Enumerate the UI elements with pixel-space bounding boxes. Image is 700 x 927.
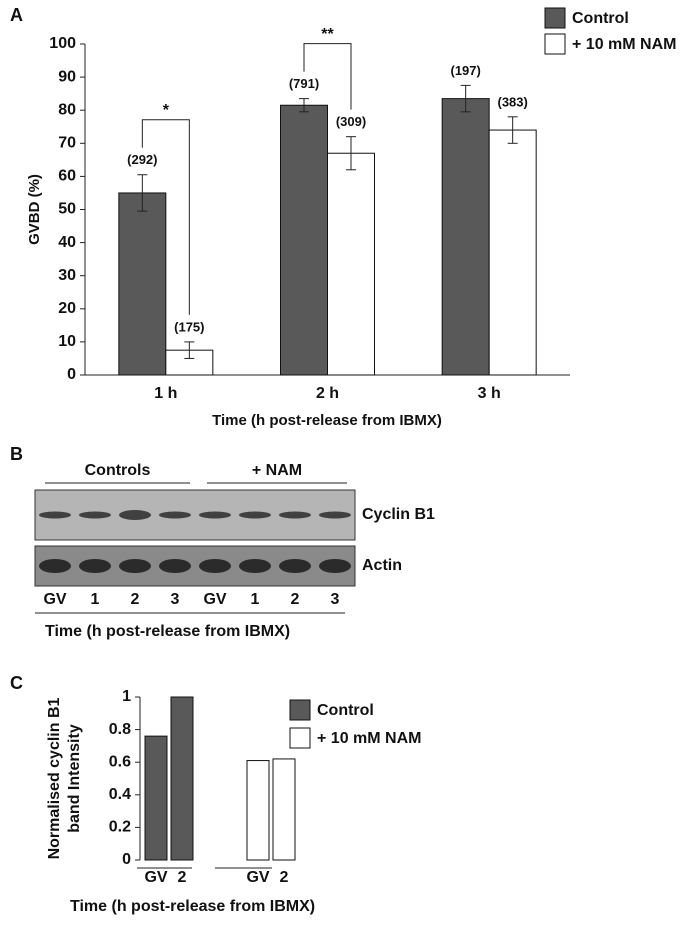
blot-band xyxy=(319,559,351,573)
lane-label: 1 xyxy=(91,591,100,608)
bar xyxy=(144,735,168,861)
row-label: Cyclin B1 xyxy=(362,506,435,523)
x-tick-label: GV xyxy=(246,869,269,886)
legend-swatch xyxy=(544,33,566,55)
lane-label: 2 xyxy=(291,591,300,608)
y-tick-label: 0.6 xyxy=(109,753,131,770)
legend-label: + 10 mM NAM xyxy=(572,36,676,53)
y-tick-label: 50 xyxy=(58,201,76,218)
blot-band xyxy=(79,559,111,573)
y-tick-label: 60 xyxy=(58,168,76,185)
x-tick-label: 2 xyxy=(280,869,289,886)
y-tick-label: 40 xyxy=(58,234,76,251)
count-label: (309) xyxy=(336,114,366,129)
lane-label: 2 xyxy=(131,591,140,608)
x-tick-label: 2 h xyxy=(316,385,339,402)
legend-swatch xyxy=(289,699,311,721)
y-tick-label: 70 xyxy=(58,135,76,152)
count-label: (292) xyxy=(127,152,157,167)
blot-panel: B Controls + NAM Cyclin B1 Actin GV 1 2 3 GV 1 2 3 Ti… xyxy=(10,444,435,640)
blot-band xyxy=(119,510,151,520)
lane-label: GV xyxy=(43,591,66,608)
blot-band xyxy=(159,559,191,573)
chart-panel: A 0 10 20 30 40 50 60 70 80 90 100 GVBD (%) Time (h p… xyxy=(10,5,676,429)
x-tick-label: GV xyxy=(144,869,167,886)
group-label: + NAM xyxy=(252,462,302,479)
x-tick-label: 2 xyxy=(178,869,187,886)
lane-label: 3 xyxy=(171,591,180,608)
y-tick-label: 0.4 xyxy=(109,786,131,803)
y-tick-label: 80 xyxy=(58,101,76,118)
significance-bracket xyxy=(303,43,352,110)
blot-band xyxy=(239,511,271,519)
blot-band xyxy=(39,511,71,519)
y-tick-label: 10 xyxy=(58,333,76,350)
bar xyxy=(488,129,537,376)
row-label: Actin xyxy=(362,557,402,574)
blot-band xyxy=(119,559,151,573)
y-tick-label: 0.2 xyxy=(109,819,131,836)
blot-band xyxy=(199,559,231,573)
lane-label: GV xyxy=(203,591,226,608)
y-tick-label: 0 xyxy=(122,851,131,868)
count-label: (791) xyxy=(289,76,319,91)
x-tick-label: 3 h xyxy=(478,385,501,402)
count-label: (197) xyxy=(450,63,480,78)
y-axis-label: GVBD (%) xyxy=(26,174,43,245)
y-tick-label: 100 xyxy=(49,35,76,52)
chart-panel: C 0 0.2 0.4 0.6 0.8 1 Normalised cyclin B1 band … xyxy=(10,673,421,915)
legend-swatch xyxy=(289,727,311,749)
blot-band xyxy=(79,511,111,519)
bar xyxy=(441,98,490,376)
group-label: Controls xyxy=(85,462,151,479)
y-tick-label: 90 xyxy=(58,68,76,85)
y-axis-label: band Intensity xyxy=(66,724,83,833)
panel-label: C xyxy=(10,673,23,693)
y-tick-label: 0 xyxy=(67,366,76,383)
panel-label: B xyxy=(10,444,23,464)
x-axis-label: Time (h post-release from IBMX) xyxy=(45,623,290,640)
legend-swatch xyxy=(544,7,566,29)
count-label: (175) xyxy=(174,319,204,334)
bar xyxy=(280,104,328,376)
legend-label: + 10 mM NAM xyxy=(317,730,421,747)
bar xyxy=(118,192,167,376)
blot-band xyxy=(319,511,351,519)
significance-label: ** xyxy=(321,26,334,43)
significance-label: * xyxy=(163,102,170,119)
blot-band xyxy=(39,559,71,573)
lane-label: 3 xyxy=(331,591,340,608)
legend-label: Control xyxy=(317,702,374,719)
x-axis-label: Time (h post-release from IBMX) xyxy=(70,898,315,915)
blot-band xyxy=(239,559,271,573)
y-tick-label: 20 xyxy=(58,300,76,317)
blot-band xyxy=(199,511,231,519)
y-tick-label: 30 xyxy=(58,267,76,284)
lane-label: 1 xyxy=(251,591,260,608)
blot-band xyxy=(159,511,191,519)
x-axis-label: Time (h post-release from IBMX) xyxy=(212,412,442,429)
bar xyxy=(246,760,270,861)
significance-bracket xyxy=(141,119,190,315)
panel-label: A xyxy=(10,5,23,25)
bar xyxy=(272,758,296,861)
bar xyxy=(327,152,375,376)
count-label: (383) xyxy=(497,94,527,109)
legend-label: Control xyxy=(572,10,629,27)
y-tick-label: 1 xyxy=(122,688,131,705)
x-tick-label: 1 h xyxy=(154,385,177,402)
bar xyxy=(170,696,194,861)
y-axis-label: Normalised cyclin B1 xyxy=(46,697,63,859)
y-tick-label: 0.8 xyxy=(109,721,131,738)
blot-band xyxy=(279,559,311,573)
blot-band xyxy=(279,511,311,519)
